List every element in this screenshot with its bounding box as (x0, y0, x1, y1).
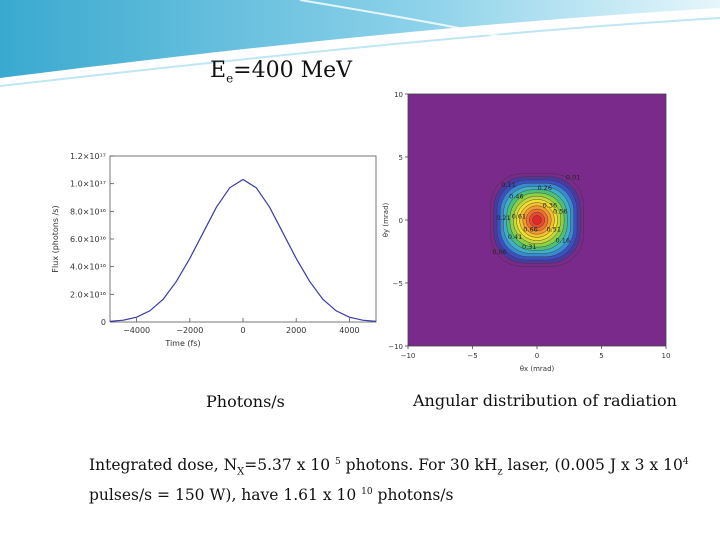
contour-label: 0.46 (509, 193, 523, 201)
contour-label: 0.41 (508, 233, 522, 241)
y-tick-label: 5 (399, 154, 403, 162)
x-tick-label: 4000 (339, 326, 359, 335)
y-tick-label: 2.0×10¹⁶ (70, 290, 106, 299)
flux-time-chart: 0 2.0×10¹⁶ 4.0×10¹⁶ 6.0×10¹⁶ 8.0×10¹⁶ 1.0×10¹… (50, 148, 380, 350)
y-tick-label: 1.0×10¹⁷ (70, 180, 106, 189)
caption-photons: Photons/s (206, 392, 285, 411)
y-tick-label: 0 (101, 318, 106, 327)
slide-title: Ee=400 MeV (210, 58, 353, 86)
y-tick-label: 0 (399, 217, 403, 225)
y-tick-label: 4.0×10¹⁶ (70, 263, 106, 272)
x-axis-label: Time (fs) (164, 339, 200, 348)
contour-label: 0.26 (537, 184, 551, 192)
x-tick-label: 2000 (286, 326, 306, 335)
y-tick-label: 8.0×10¹⁶ (70, 207, 106, 216)
x-tick-label: 0 (240, 326, 245, 335)
x-tick-label: −4000 (123, 326, 150, 335)
y-tick-label: −5 (393, 280, 403, 288)
contour-label: 0.61 (512, 213, 526, 221)
flux-series-line (109, 178, 377, 322)
contour-level (532, 215, 542, 225)
x-tick-label: 0 (535, 352, 539, 360)
contour-label: 0.11 (501, 181, 515, 189)
contour-label: 0.01 (566, 174, 580, 182)
y-tick-label: 1.2×10¹⁷ (70, 152, 106, 161)
contour-label: 0.36 (543, 201, 557, 209)
x-tick-label: 5 (599, 352, 603, 360)
contour-label: 0.56 (553, 208, 567, 216)
contour-label: 0.06 (492, 248, 506, 256)
contour-label: 0.21 (496, 214, 510, 222)
x-tick-label: −5 (467, 352, 477, 360)
caption-angular: Angular distribution of radiation (413, 391, 677, 410)
contour-label: 0.51 (547, 225, 561, 233)
y-tick-label: 6.0×10¹⁶ (70, 235, 106, 244)
x-tick-label: −2000 (176, 326, 203, 335)
x-tick-label: −10 (401, 352, 416, 360)
y-axis-label: Flux (photons /s) (51, 205, 60, 272)
angular-distribution-chart: 0.01 0.11 0.26 0.46 0.360.56 0.21 0.61 0.51 0.66… (378, 88, 670, 378)
contour-label: 0.31 (522, 243, 536, 251)
contour-label: 0.16 (556, 237, 570, 245)
y-tick-label: 10 (394, 91, 403, 99)
dose-note: Integrated dose, NX=5.37 x 10 5 photons.… (89, 456, 689, 505)
contour-label: 0.66 (523, 225, 537, 233)
header-swoosh-decoration (0, 0, 720, 87)
y-tick-label: −10 (388, 343, 403, 351)
x-axis-label: θx (mrad) (520, 365, 555, 373)
x-tick-label: 10 (662, 352, 670, 360)
y-axis-label: θy (mrad) (382, 202, 390, 237)
